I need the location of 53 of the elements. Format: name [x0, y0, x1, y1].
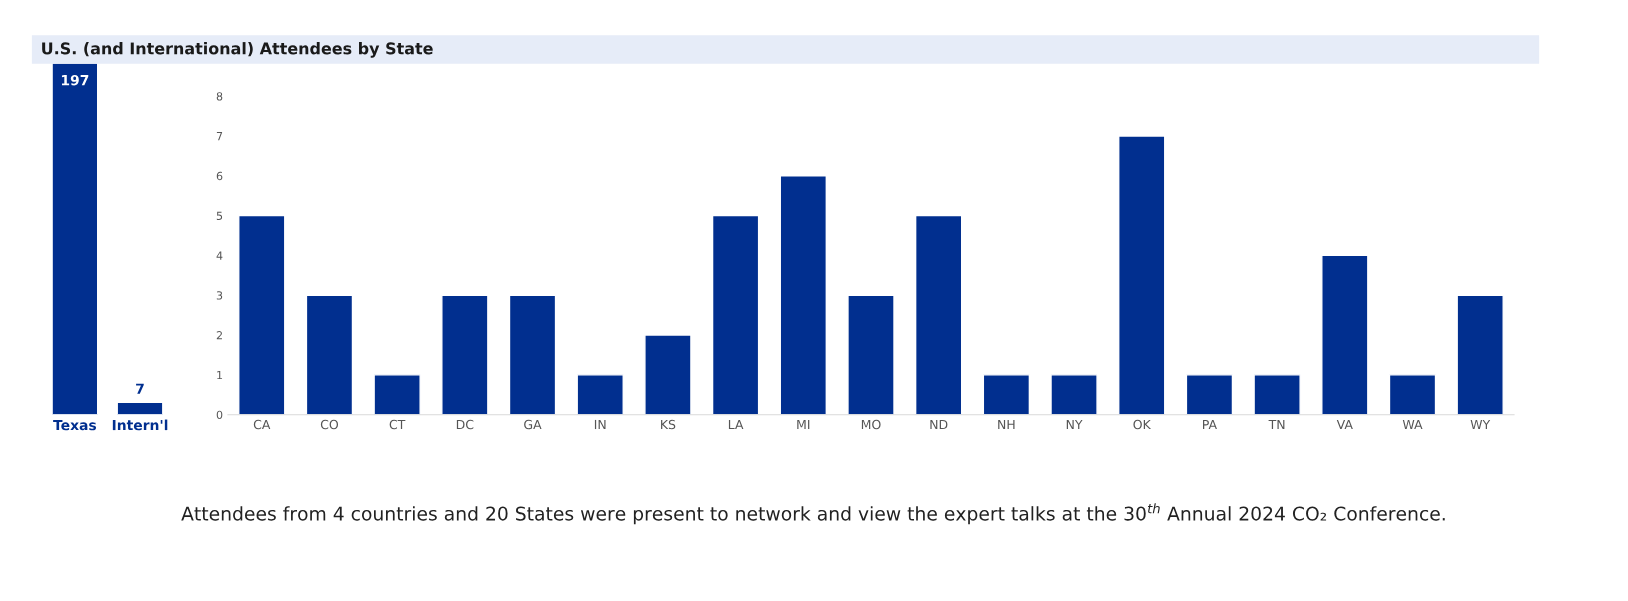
y-tick-label: 5	[216, 211, 223, 220]
x-tick-label: Intern'l	[112, 419, 168, 431]
bar	[441, 294, 489, 415]
data-label: 7	[136, 383, 144, 394]
bar	[1253, 374, 1301, 415]
bar	[914, 214, 963, 415]
y-tick-label: 6	[216, 171, 223, 181]
bar	[1185, 374, 1234, 415]
y-tick-label: 4	[216, 251, 223, 260]
x-tick-label: VA	[1336, 419, 1353, 430]
x-tick-label: LA	[728, 419, 744, 430]
x-tick-label: CO	[320, 419, 339, 430]
x-tick-label: IN	[594, 419, 606, 430]
text: U.S. (and International) Attendees by State	[42, 42, 433, 58]
bar	[1388, 374, 1437, 415]
x-tick-label: NH	[998, 419, 1015, 430]
bar	[373, 374, 421, 415]
bar	[644, 334, 692, 415]
data-label: 197	[61, 74, 89, 86]
x-tick-label: MO	[861, 419, 881, 430]
y-tick-label: 2	[216, 331, 222, 340]
bar	[1321, 254, 1369, 415]
y-tick-label: 1	[217, 370, 223, 380]
y-tick-label: 0	[216, 410, 223, 420]
x-tick-label: ND	[930, 419, 948, 430]
bar	[779, 175, 827, 415]
y-tick-label: 8	[216, 92, 223, 101]
bar	[305, 294, 354, 415]
x-tick-label: DC	[456, 419, 474, 430]
x-tick-label: TN	[1268, 419, 1285, 430]
x-tick-label: KS	[661, 419, 676, 430]
bar	[238, 214, 286, 415]
x-tick-label: WA	[1402, 419, 1423, 430]
x-tick-label: MI	[797, 419, 810, 430]
bar	[576, 374, 624, 415]
x-tick-label: Texas	[53, 419, 97, 431]
bar	[1456, 294, 1504, 415]
bar	[847, 294, 895, 415]
y-tick-label: 7	[216, 132, 223, 141]
bar	[711, 214, 760, 415]
x-tick-label: PA	[1203, 419, 1217, 430]
bar	[982, 374, 1031, 415]
x-tick-label: CA	[253, 419, 271, 430]
x-tick-label: OK	[1133, 419, 1152, 430]
x-tick-label: CT	[389, 419, 406, 430]
text: Attendees from 4 countries and 20 States were present to network and view the expert talks at the 30$^{th}$ Annual 2024 CO₂ Conference.	[181, 503, 1445, 525]
y-tick-label: 3	[216, 291, 223, 300]
x-tick-label: WY	[1470, 419, 1491, 430]
bar	[1118, 135, 1166, 415]
x-tick-label: NY	[1066, 419, 1083, 430]
x-tick-label: GA	[524, 419, 542, 430]
bar	[508, 294, 557, 415]
bar	[1050, 374, 1098, 415]
